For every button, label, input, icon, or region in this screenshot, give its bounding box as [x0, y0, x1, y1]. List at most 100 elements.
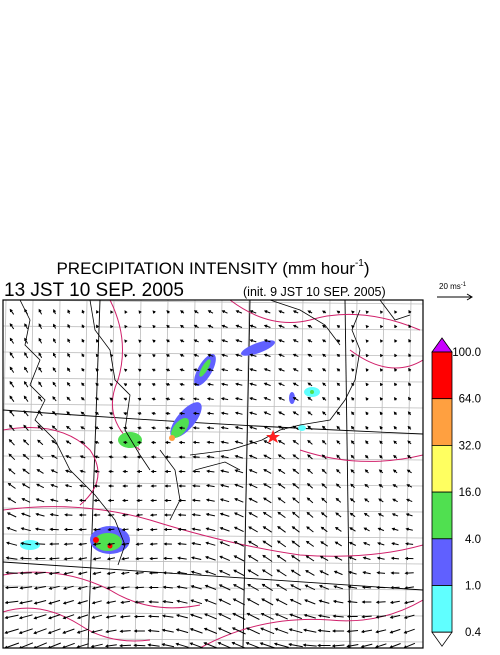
wind-arrow	[376, 585, 386, 590]
wind-arrow	[322, 396, 327, 401]
wind-arrow	[292, 483, 300, 489]
wind-arrow	[263, 368, 271, 372]
wind-arrow	[108, 440, 114, 445]
wind-arrow	[207, 324, 214, 328]
wind-arrow	[190, 585, 202, 590]
wind-arrow	[50, 454, 58, 460]
wind-arrow	[165, 426, 171, 430]
wind-arrow	[220, 469, 229, 473]
wind-arrow	[320, 526, 328, 533]
wind-arrow	[150, 484, 157, 488]
wind-arrow	[379, 397, 383, 401]
wind-arrow	[234, 498, 244, 503]
wind-arrow	[289, 613, 302, 620]
wind-arrow	[48, 585, 60, 590]
wind-arrow	[38, 337, 43, 344]
grid-line	[215, 300, 223, 648]
wind-arrow	[332, 599, 344, 604]
wind-arrow	[123, 397, 128, 401]
wind-arrow	[164, 455, 171, 459]
wind-arrow	[277, 468, 286, 475]
wind-arrow	[152, 354, 156, 358]
wind-arrow	[192, 455, 200, 459]
wind-arrow	[302, 643, 317, 647]
wind-arrow	[138, 310, 142, 314]
wind-arrow	[80, 440, 86, 444]
wind-arrow	[379, 310, 384, 314]
wind-arrow	[52, 381, 57, 387]
wind-arrow	[137, 397, 142, 401]
wind-arrow	[346, 614, 358, 619]
wind-arrow	[106, 586, 116, 590]
wind-arrow	[378, 483, 384, 488]
wind-arrow	[336, 310, 341, 314]
wind-arrow	[207, 353, 214, 357]
grid-line	[350, 300, 358, 648]
wind-arrow	[189, 613, 203, 619]
wind-arrow	[178, 469, 186, 474]
wind-arrow	[133, 629, 145, 633]
wind-arrow	[318, 599, 330, 604]
wind-arrow	[9, 395, 15, 402]
wind-arrow	[36, 469, 44, 474]
wind-arrow	[407, 425, 412, 430]
wind-arrow	[321, 468, 327, 474]
wind-arrow	[249, 411, 257, 415]
wind-arrow	[277, 483, 286, 489]
wind-arrow	[23, 424, 29, 431]
wind-arrow	[292, 454, 299, 460]
wind-arrow	[333, 570, 343, 576]
wind-arrow	[78, 542, 87, 546]
wind-arrow	[177, 513, 187, 517]
wind-arrow	[394, 368, 398, 372]
wind-arrow	[322, 324, 327, 328]
wind-arrow	[249, 353, 257, 357]
wind-arrow	[321, 454, 327, 460]
wind-arrow	[90, 643, 103, 648]
wind-arrow	[67, 309, 71, 314]
wind-arrow	[379, 382, 383, 386]
wind-arrow	[307, 411, 313, 416]
wind-arrow	[62, 600, 74, 605]
wind-arrow	[151, 397, 156, 401]
wind-arrow	[49, 542, 60, 546]
wind-arrow	[151, 368, 156, 372]
wind-arrow	[189, 642, 203, 648]
wind-arrow	[151, 426, 156, 430]
wind-arrow	[375, 600, 386, 604]
wind-arrow	[52, 396, 57, 402]
wind-arrow	[5, 556, 18, 560]
wind-arrow	[38, 381, 43, 388]
wind-arrow	[322, 368, 327, 372]
wind-arrow	[380, 353, 384, 358]
wind-arrow	[408, 382, 412, 387]
wind-arrow	[106, 571, 116, 575]
wind-arrow	[249, 310, 257, 314]
wind-arrow	[235, 382, 243, 386]
grid-line	[3, 637, 423, 643]
wind-arrow	[377, 542, 385, 546]
wind-arrow	[233, 569, 245, 577]
wind-arrow	[247, 569, 259, 577]
wind-arrow	[9, 380, 15, 388]
wind-arrow	[276, 555, 287, 562]
wind-arrow	[135, 527, 143, 532]
wind-arrow	[4, 642, 20, 648]
wind-arrow	[152, 310, 156, 314]
wind-arrow	[320, 512, 328, 518]
wind-arrow	[336, 425, 341, 430]
wind-arrow	[278, 310, 285, 314]
wind-arrow	[204, 584, 217, 590]
wind-arrow	[248, 440, 258, 445]
colorbar-label: 4.0	[465, 534, 481, 546]
wind-arrow	[176, 570, 188, 575]
wind-arrow	[63, 527, 73, 532]
wind-arrow	[261, 569, 273, 577]
wind-vectors	[4, 308, 416, 648]
wind-arrow	[95, 353, 99, 357]
wind-arrow	[78, 498, 87, 503]
wind-arrow	[81, 367, 85, 372]
grid-line	[296, 300, 304, 648]
wind-arrow	[408, 309, 412, 314]
wind-arrow	[207, 382, 214, 386]
